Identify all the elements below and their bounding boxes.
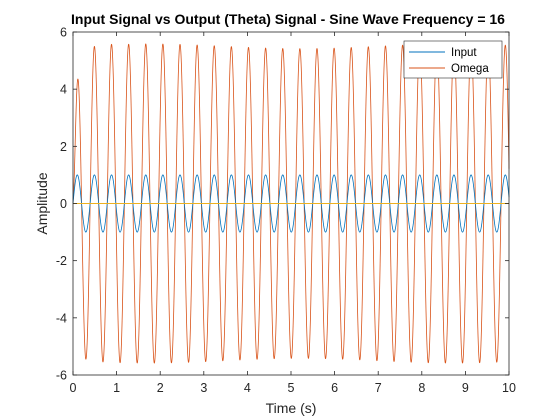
y-tick-label: -2 [56,254,67,268]
legend: Input Omega [403,40,503,79]
x-tick-label: 10 [502,381,516,395]
legend-label-omega: Omega [451,63,489,75]
x-axis-label: Time (s) [266,400,317,416]
x-tick-label: 7 [375,381,382,395]
y-tick-label: 2 [60,140,67,154]
y-tick-label: 4 [60,83,67,97]
legend-label-input: Input [451,47,477,59]
x-tick-label: 4 [244,381,251,395]
y-tick-layer: -6 -4 -2 0 2 4 6 [56,26,509,383]
x-tick-label: 6 [331,381,338,395]
x-tick-label: 0 [70,381,77,395]
x-tick-label: 9 [462,381,469,395]
x-tick-label: 3 [200,381,207,395]
y-axis-label: Amplitude [34,172,50,234]
y-tick-label: -6 [56,369,67,383]
y-tick-label: 0 [60,197,67,211]
y-tick-label: -4 [56,311,67,325]
chart-title: Input Signal vs Output (Theta) Signal - … [71,11,505,27]
x-tick-label: 5 [288,381,295,395]
x-tick-label: 2 [157,381,164,395]
series-line-input [72,174,510,233]
x-tick-layer: 0 1 2 3 4 5 6 7 8 9 10 [70,32,516,395]
y-tick-label: 6 [60,26,67,40]
legend-box [403,40,503,79]
x-tick-label: 8 [418,381,425,395]
x-tick-label: 1 [113,381,120,395]
